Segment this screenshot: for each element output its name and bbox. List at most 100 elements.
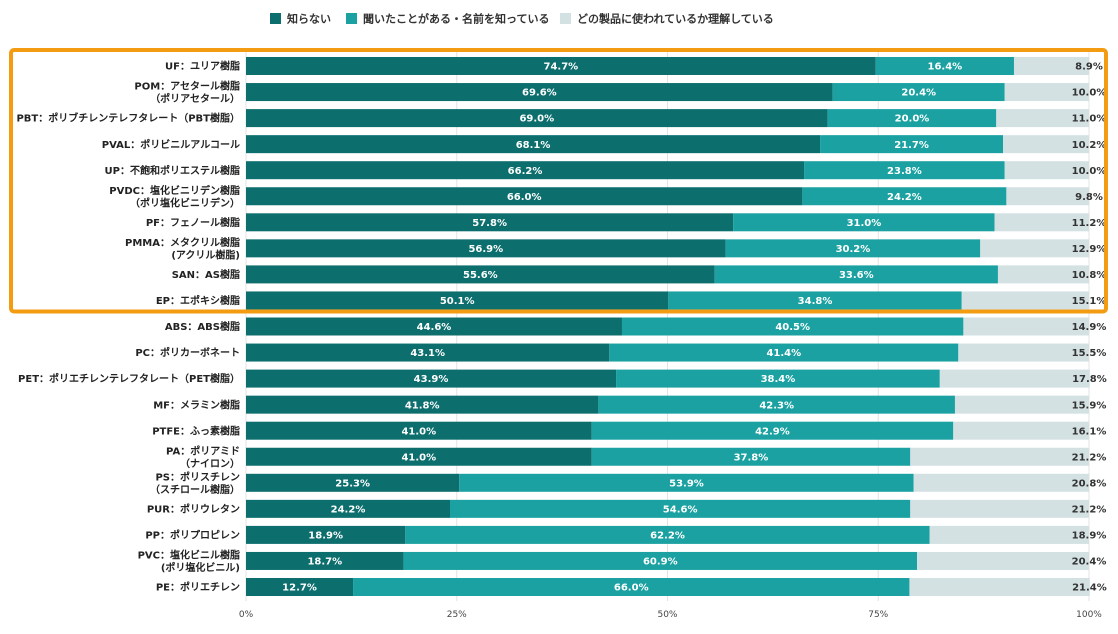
- data-label: 62.2%: [650, 531, 685, 542]
- bar-segment: [953, 421, 1089, 440]
- data-label: 20.4%: [1072, 557, 1107, 568]
- highlight-frame: [9, 47, 1108, 314]
- data-label: 21.4%: [1072, 583, 1107, 594]
- data-label: 68.1%: [516, 140, 551, 151]
- legend-swatch: [270, 13, 281, 24]
- bar-segment: [405, 525, 930, 544]
- data-label: 34.8%: [798, 296, 833, 307]
- bar-segment: [1004, 161, 1089, 180]
- data-label: 43.1%: [410, 348, 445, 359]
- bar-segment: [733, 213, 995, 232]
- bar-segment: [246, 343, 610, 362]
- category-label: ABS：ABS樹脂: [165, 320, 240, 333]
- category-label: UP：不飽和ポリエステル樹脂: [105, 164, 240, 177]
- bar-segment: [875, 57, 1014, 75]
- bar-segment: [459, 473, 914, 492]
- data-label: 21.2%: [1072, 504, 1107, 515]
- legend-label: 聞いたことがある・名前を知っている: [363, 12, 549, 26]
- data-label: 41.0%: [401, 452, 436, 463]
- bar-segment: [591, 421, 954, 440]
- bar-segment: [1003, 135, 1089, 154]
- bar-segment: [246, 395, 599, 414]
- bar-segment: [450, 499, 911, 518]
- bar-segment: [939, 369, 1090, 388]
- category-label: MF：メラミン樹脂: [153, 398, 240, 411]
- bar-segment: [609, 343, 959, 362]
- data-label: 14.9%: [1072, 322, 1107, 333]
- data-label: 41.0%: [401, 426, 436, 437]
- bar-segment: [961, 291, 1089, 310]
- bar-segment: [963, 317, 1089, 336]
- data-label: 9.8%: [1075, 192, 1103, 203]
- data-label: 16.1%: [1072, 426, 1107, 437]
- data-label: 57.8%: [472, 218, 507, 229]
- bar-segment: [997, 265, 1089, 284]
- bar-segment: [1004, 83, 1089, 102]
- data-label: 41.4%: [766, 348, 801, 359]
- bar-segment: [246, 239, 726, 258]
- bar-segment: [246, 57, 876, 75]
- bar-segment: [403, 551, 918, 570]
- x-tick-label: 0%: [239, 610, 254, 620]
- category-label: (アクリル樹脂): [171, 248, 240, 261]
- bar-segment: [591, 447, 911, 466]
- data-label: 66.2%: [508, 166, 543, 177]
- data-label: 24.2%: [887, 192, 922, 203]
- legend-swatch: [560, 13, 571, 24]
- data-label: 12.9%: [1072, 244, 1107, 255]
- data-label: 44.6%: [417, 322, 452, 333]
- bar-segment: [246, 317, 622, 336]
- data-label: 43.9%: [414, 374, 449, 385]
- bar-segment: [909, 578, 1090, 596]
- category-label: （スチロール樹脂）: [150, 483, 240, 496]
- data-label: 10.0%: [1072, 166, 1107, 177]
- data-label: 37.8%: [734, 452, 769, 463]
- bar-segment: [910, 447, 1089, 466]
- data-label: 54.6%: [663, 504, 698, 515]
- category-label: PTFE：ふっ素樹脂: [152, 424, 240, 437]
- bar-segment: [246, 525, 406, 544]
- data-label: 69.6%: [522, 88, 557, 99]
- bar-segment: [246, 499, 451, 518]
- category-label: （ポリ塩化ビニリデン）: [130, 196, 240, 209]
- category-label: PA：ポリアミド: [166, 444, 240, 457]
- category-label: PVAL：ポリビニルアルコール: [102, 138, 240, 151]
- data-label: 69.0%: [519, 114, 554, 125]
- bar-segment: [910, 499, 1089, 518]
- bar-segment: [246, 265, 715, 284]
- bar-segment: [832, 83, 1005, 102]
- bar-segment: [802, 187, 1007, 206]
- bar-segment: [246, 369, 617, 388]
- data-label: 18.9%: [1072, 531, 1107, 542]
- bar-segment: [913, 473, 1089, 492]
- bar-segment: [996, 109, 1089, 128]
- bar-segment: [246, 187, 803, 206]
- data-label: 20.8%: [1072, 478, 1107, 489]
- bar-segment: [246, 473, 460, 492]
- category-labels: UF：ユリア樹脂 POM：アセタール樹脂（ポリアセタール） PBT：ポリブチレンテレ…: [16, 60, 240, 594]
- data-label: 60.9%: [643, 557, 678, 568]
- data-label: 50.1%: [440, 296, 475, 307]
- data-label: 15.5%: [1072, 348, 1107, 359]
- category-label: (ポリ塩化ビニル): [161, 561, 240, 574]
- legend: 知らない 聞いたことがある・名前を知っている どの製品に使われているか理解している: [270, 12, 774, 26]
- category-label: PVC：塩化ビニル樹脂: [138, 548, 240, 561]
- bar-segment: [725, 239, 981, 258]
- data-label: 10.0%: [1072, 88, 1107, 99]
- data-label: 21.2%: [1072, 452, 1107, 463]
- category-label: （ポリアセタール）: [150, 92, 240, 105]
- data-label: 74.7%: [544, 62, 579, 73]
- bar-segment: [598, 395, 955, 414]
- bar-segment: [246, 578, 354, 596]
- bar-segment: [917, 551, 1089, 570]
- data-label: 10.8%: [1072, 270, 1107, 281]
- x-tick-label: 75%: [868, 610, 888, 620]
- data-label: 66.0%: [614, 583, 649, 594]
- x-tick-label: 25%: [447, 610, 467, 620]
- data-label: 15.9%: [1072, 400, 1107, 411]
- category-label: PET：ポリエチレンテレフタレート（PET樹脂）: [18, 372, 240, 385]
- bar-segment: [820, 135, 1004, 154]
- bar-segment: [246, 83, 833, 102]
- bar-segment: [804, 161, 1005, 180]
